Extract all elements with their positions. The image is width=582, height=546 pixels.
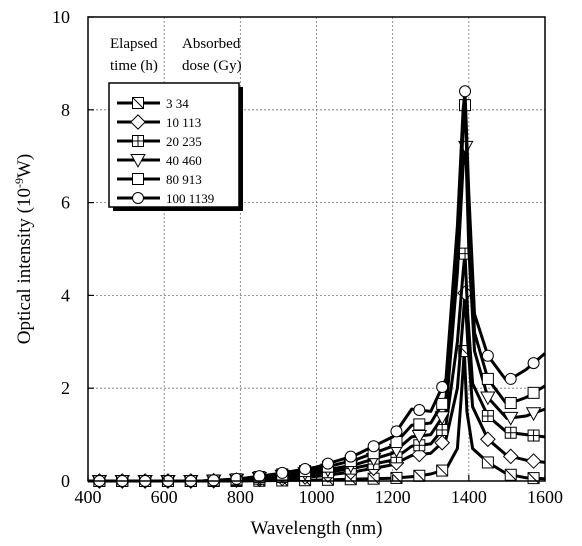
- data-point-shape: [413, 418, 426, 431]
- data-point: [527, 472, 540, 485]
- data-point-stroke: [504, 468, 517, 481]
- legend-label: 40 460: [166, 153, 202, 168]
- legend-label: 10 113: [166, 115, 201, 130]
- legend-header-col2-line1: Absorbed: [182, 36, 241, 52]
- legend-marker: [132, 135, 144, 147]
- legend-header-col1-line1: Elapsed: [110, 36, 158, 52]
- y-axis-label-exponent: -9: [12, 178, 26, 188]
- x-tick-label: 1200: [375, 487, 411, 507]
- legend-item: 3 34: [117, 96, 189, 111]
- legend-item: 80 913: [117, 172, 202, 187]
- data-point-shape: [436, 397, 449, 410]
- legend-label: 80 913: [166, 172, 202, 187]
- y-axis-label: Optical intensity (10-9W): [12, 154, 35, 344]
- data-point: [503, 411, 519, 426]
- x-tick-label: 1000: [299, 487, 335, 507]
- axis-ticks: 400 600 800 1000 1200 1400 1600 0 2 4 6 8 10: [52, 7, 563, 507]
- legend-label: 20 235: [166, 134, 202, 149]
- legend-header-col1-line2: time (h): [110, 58, 158, 74]
- legend-item: 100 1139: [117, 191, 214, 206]
- data-point: [436, 464, 449, 477]
- data-point: [413, 418, 426, 431]
- legend-marker: [130, 154, 146, 168]
- data-point: [525, 407, 542, 422]
- y-tick-label: 6: [61, 193, 70, 213]
- y-tick-label: 10: [52, 7, 70, 27]
- data-point: [480, 431, 496, 448]
- data-point-stroke: [413, 469, 426, 482]
- data-point: [299, 463, 312, 476]
- data-point-stroke: [436, 464, 449, 477]
- data-point-shape: [527, 386, 540, 399]
- data-point: [344, 450, 357, 463]
- data-point: [527, 357, 540, 370]
- data-point-shape: [481, 372, 494, 385]
- data-point: [481, 456, 494, 469]
- legend-label: 3 34: [166, 96, 189, 111]
- legend: 3 34 10 113 20 235 40 460 80 913 100 1139: [108, 82, 243, 211]
- data-point: [434, 434, 451, 451]
- legend-header: Elapsed time (h) Absorbed dose (Gy): [110, 36, 242, 74]
- x-tick-label: 600: [151, 487, 178, 507]
- x-tick-label: 800: [227, 487, 254, 507]
- data-point: [502, 448, 519, 465]
- x-tick-label: 400: [75, 487, 102, 507]
- data-point: [436, 423, 449, 436]
- data-point: [527, 386, 540, 399]
- data-point-stroke: [527, 472, 540, 484]
- data-point: [413, 469, 426, 482]
- legend-item: 20 235: [117, 134, 202, 149]
- legend-marker: [132, 97, 144, 109]
- y-tick-label: 4: [61, 285, 70, 305]
- data-point: [459, 85, 472, 98]
- legend-item: 40 460: [117, 153, 202, 168]
- legend-marker: [132, 192, 144, 204]
- data-point: [481, 349, 494, 362]
- data-point: [253, 470, 266, 483]
- data-point-stroke: [367, 472, 380, 485]
- data-point: [367, 440, 380, 453]
- legend-items: 3 34 10 113 20 235 40 460 80 913 100 1139: [117, 96, 214, 206]
- y-axis-label-main: Optical intensity (10: [14, 188, 35, 344]
- y-tick-label: 0: [61, 471, 70, 491]
- data-point: [390, 425, 403, 438]
- data-point: [276, 466, 289, 479]
- y-tick-label: 8: [61, 100, 70, 120]
- data-point: [434, 411, 450, 426]
- legend-marker: [132, 173, 144, 185]
- series-6: [88, 85, 546, 487]
- data-point: [480, 391, 496, 406]
- legend-label: 100 1139: [166, 191, 214, 206]
- data-point: [411, 429, 428, 444]
- data-point: [504, 372, 517, 385]
- data-point: [481, 372, 494, 385]
- y-axis-label-unit: W): [14, 154, 35, 178]
- legend-marker-stroke: [132, 97, 144, 109]
- data-point: [504, 468, 517, 481]
- y-tick-label: 2: [61, 378, 70, 398]
- data-point-shape: [504, 397, 517, 410]
- legend-header-col2-line2: dose (Gy): [182, 58, 242, 74]
- data-point-stroke: [482, 456, 494, 469]
- data-point: [525, 453, 542, 469]
- data-point: [504, 426, 517, 439]
- data-point: [527, 429, 540, 442]
- legend-item: 10 113: [117, 114, 201, 130]
- data-point: [436, 381, 449, 394]
- legend-marker-shape: [132, 173, 144, 185]
- data-point: [321, 457, 334, 470]
- x-tick-label: 1600: [527, 487, 563, 507]
- data-point: [413, 404, 426, 417]
- x-tick-label: 1400: [451, 487, 487, 507]
- legend-marker: [130, 114, 146, 130]
- data-point: [436, 397, 449, 410]
- data-point: [481, 410, 494, 423]
- x-axis-label: Wavelength (nm): [251, 518, 383, 539]
- data-point: [504, 397, 517, 410]
